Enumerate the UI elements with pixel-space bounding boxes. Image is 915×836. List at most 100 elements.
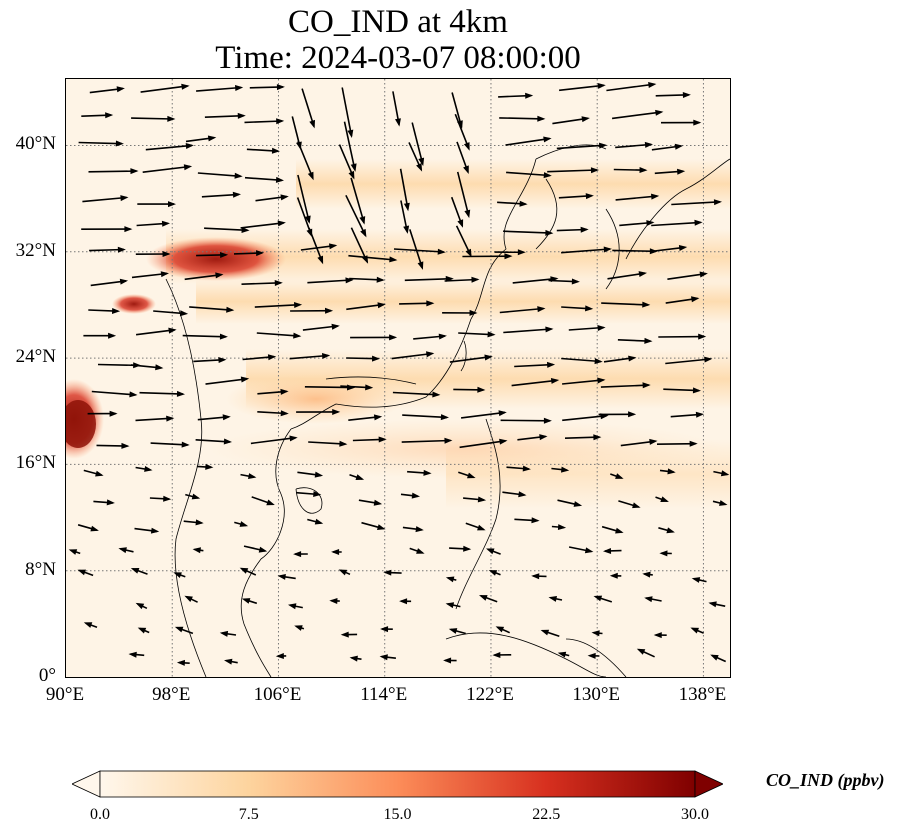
wind-vector bbox=[512, 277, 557, 284]
longitude-tick-label: 138°E bbox=[678, 684, 727, 705]
wind-vector-head bbox=[543, 172, 552, 179]
wind-vector-head bbox=[119, 278, 129, 285]
wind-vector-head bbox=[377, 524, 386, 530]
wind-vector-head bbox=[599, 142, 608, 149]
wind-vector bbox=[82, 196, 127, 203]
wind-vector-head bbox=[226, 306, 235, 313]
wind-vector-head bbox=[241, 227, 250, 233]
wind-vector-head bbox=[417, 261, 424, 270]
wind-vector bbox=[503, 230, 552, 234]
wind-vector bbox=[348, 254, 396, 261]
wind-vector bbox=[308, 227, 324, 263]
wind-vector-head bbox=[181, 441, 190, 448]
wind-vector-head bbox=[445, 602, 455, 609]
wind-vector-head bbox=[464, 209, 471, 219]
wind-vector-head bbox=[487, 331, 496, 338]
wind-vector-head bbox=[224, 658, 233, 665]
wind-vector bbox=[411, 122, 424, 165]
wind-vector-head bbox=[642, 382, 651, 389]
wind-vector-head bbox=[192, 547, 201, 554]
wind-vector-head bbox=[349, 655, 358, 662]
wind-vector-head bbox=[561, 466, 570, 473]
wind-vector-head bbox=[350, 163, 357, 172]
wind-vector-head bbox=[167, 115, 176, 122]
wind-vector bbox=[345, 194, 367, 236]
wind-vector-head bbox=[115, 140, 124, 147]
wind-vector-head bbox=[463, 165, 469, 174]
wind-vector bbox=[562, 414, 607, 422]
wind-vector-head bbox=[220, 252, 229, 258]
wind-vector-head bbox=[173, 572, 182, 578]
wind-vector bbox=[393, 248, 444, 253]
wind-vector bbox=[297, 174, 310, 223]
wind-vector-head bbox=[215, 272, 224, 279]
wind-vector bbox=[201, 193, 240, 198]
wind-vector bbox=[145, 144, 192, 151]
wind-vector-head bbox=[348, 170, 355, 180]
wind-vector-head bbox=[309, 119, 315, 129]
wind-vector-head bbox=[373, 499, 383, 506]
wind-vector bbox=[601, 302, 649, 306]
wind-vector bbox=[611, 111, 662, 120]
wind-vector bbox=[350, 227, 368, 263]
wind-vector-head bbox=[531, 517, 540, 524]
wind-vector-head bbox=[571, 278, 580, 285]
wind-vector-head bbox=[294, 625, 303, 631]
wind-vector bbox=[404, 277, 452, 282]
wind-vector-head bbox=[184, 595, 193, 602]
wind-vector-head bbox=[694, 219, 703, 226]
wind-vector bbox=[350, 177, 365, 223]
wind-vector-head bbox=[584, 547, 594, 554]
wind-vector-head bbox=[314, 518, 324, 525]
wind-vector bbox=[392, 391, 439, 396]
wind-vector bbox=[88, 170, 137, 173]
wind-vector-head bbox=[395, 118, 401, 127]
colorbar-max-extension bbox=[694, 770, 723, 798]
wind-vector-head bbox=[218, 357, 227, 363]
colorbar-tick-label: 7.5 bbox=[238, 806, 259, 823]
wind-vector-head bbox=[256, 250, 265, 257]
wind-vector-head bbox=[360, 228, 367, 238]
wind-vector bbox=[615, 195, 658, 201]
wind-vector-head bbox=[168, 327, 177, 334]
wind-vector-head bbox=[118, 547, 127, 554]
wind-vector-head bbox=[137, 627, 147, 634]
wind-vector-head bbox=[632, 502, 641, 509]
wind-vector-head bbox=[517, 249, 526, 256]
wind-vector-head bbox=[655, 109, 664, 116]
latitude-tick-label: 8°N bbox=[25, 558, 56, 580]
wind-vector-head bbox=[239, 567, 249, 574]
wind-vector-head bbox=[121, 442, 130, 449]
wind-vector-head bbox=[280, 388, 289, 395]
wind-vector-head bbox=[471, 276, 480, 283]
wind-vector-head bbox=[415, 526, 424, 533]
wind-vector-head bbox=[389, 256, 398, 263]
wind-vector-head bbox=[124, 226, 133, 233]
wind-vector-head bbox=[463, 545, 472, 552]
wind-vector-head bbox=[642, 301, 651, 308]
wind-vector-head bbox=[383, 569, 392, 576]
wind-vector-head bbox=[168, 201, 176, 208]
wind-vector-head bbox=[550, 378, 560, 384]
wind-vector-head bbox=[628, 355, 637, 362]
wind-vector-head bbox=[372, 355, 380, 362]
wind-vector-head bbox=[271, 147, 280, 154]
wind-vector-head bbox=[289, 435, 298, 442]
latitude-tick-label: 40°N bbox=[15, 133, 56, 155]
wind-vector bbox=[612, 249, 656, 253]
wind-vector-head bbox=[540, 629, 550, 636]
wind-vector-head bbox=[411, 492, 420, 499]
wind-vector bbox=[150, 442, 188, 446]
wind-vector-head bbox=[597, 377, 606, 384]
wind-vector bbox=[514, 363, 554, 368]
wind-vector-head bbox=[135, 602, 145, 610]
wind-vector-head bbox=[108, 332, 117, 339]
wind-vector-head bbox=[597, 325, 606, 331]
wind-vector bbox=[197, 172, 241, 178]
wind-vector-head bbox=[593, 595, 603, 602]
wind-vector bbox=[338, 144, 355, 178]
latitude-tick-label: 0° bbox=[38, 665, 56, 686]
wind-vector-head bbox=[317, 255, 324, 265]
wind-vector-head bbox=[176, 390, 185, 397]
wind-vector-head bbox=[719, 500, 728, 506]
